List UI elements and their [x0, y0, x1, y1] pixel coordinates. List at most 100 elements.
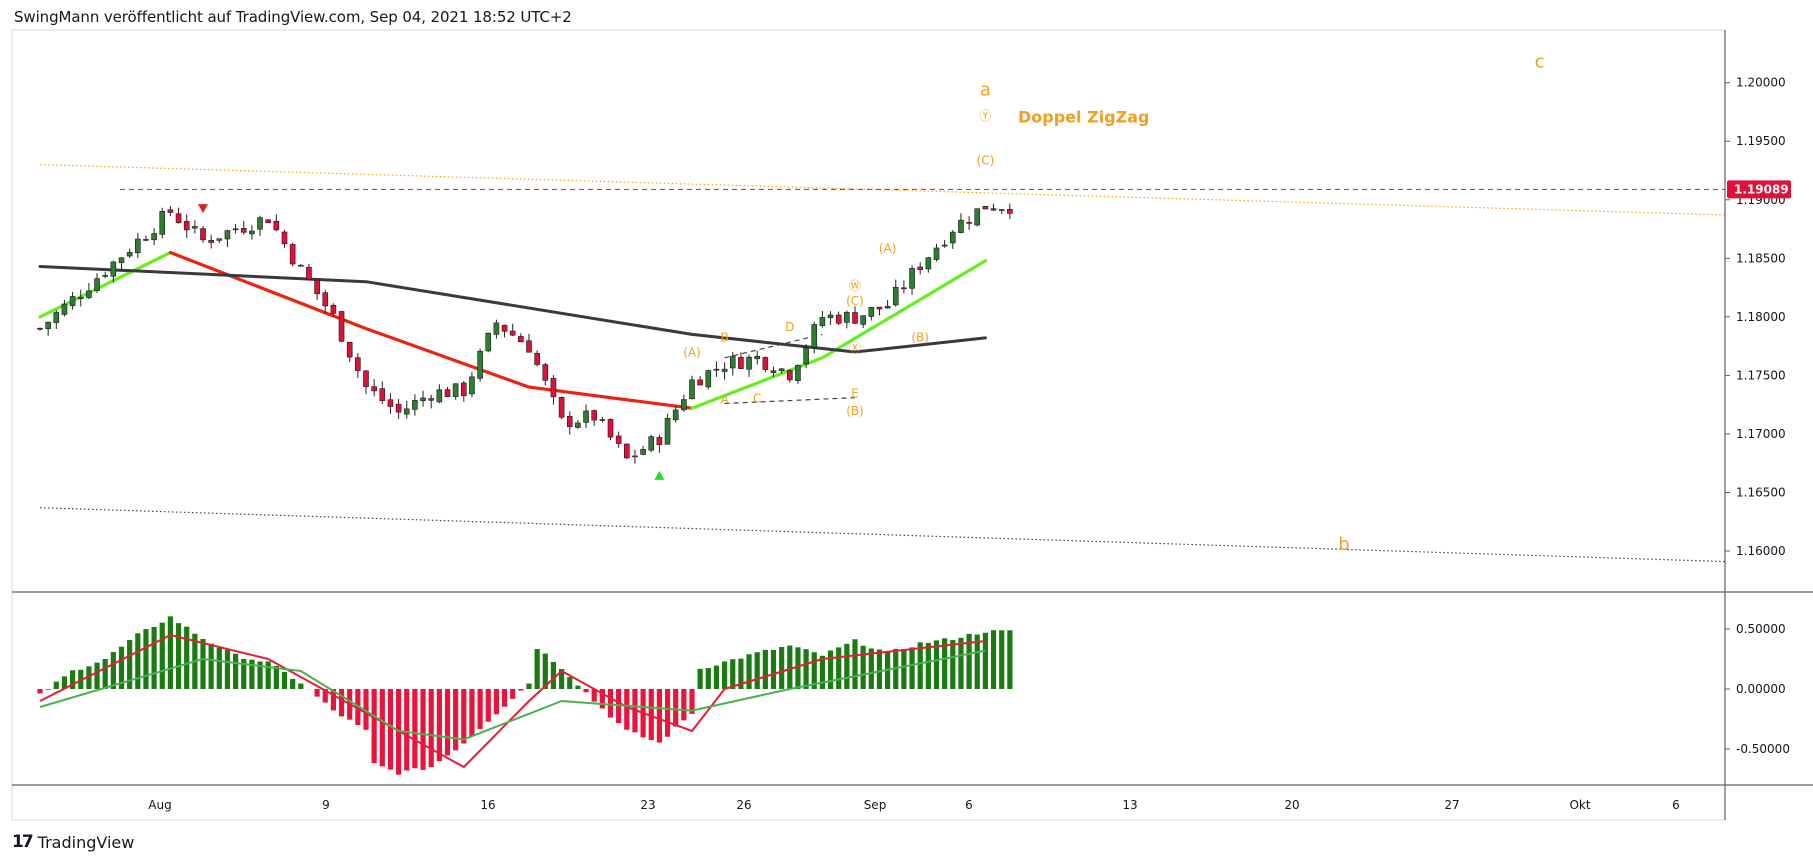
- candle[interactable]: [697, 379, 703, 386]
- macd-bar[interactable]: [175, 623, 182, 689]
- macd-bar[interactable]: [958, 637, 964, 689]
- candle[interactable]: [811, 324, 818, 348]
- macd-bar[interactable]: [461, 689, 467, 744]
- candle[interactable]: [501, 324, 508, 332]
- candle[interactable]: [509, 330, 516, 336]
- macd-bar[interactable]: [713, 665, 720, 689]
- macd-bar[interactable]: [526, 683, 532, 689]
- macd-bar[interactable]: [779, 647, 785, 689]
- macd-bar[interactable]: [648, 689, 654, 740]
- macd-bar[interactable]: [135, 633, 141, 689]
- macd-bar[interactable]: [722, 661, 728, 689]
- moving-average-line[interactable]: [38, 250, 172, 319]
- candle[interactable]: [322, 292, 329, 307]
- macd-bar[interactable]: [224, 649, 231, 689]
- trendline[interactable]: [724, 397, 856, 405]
- macd-bar[interactable]: [681, 689, 687, 721]
- candle[interactable]: [664, 417, 671, 445]
- candle[interactable]: [860, 315, 866, 325]
- candle[interactable]: [436, 389, 443, 403]
- candle[interactable]: [135, 238, 141, 254]
- macd-plot[interactable]: [37, 616, 1013, 775]
- candle[interactable]: [941, 244, 948, 247]
- macd-bar[interactable]: [990, 630, 997, 689]
- macd-bar[interactable]: [53, 681, 59, 689]
- macd-bar[interactable]: [61, 676, 68, 689]
- candle[interactable]: [835, 314, 842, 324]
- price-axis[interactable]: 1.200001.195001.190001.185001.180001.175…: [1725, 76, 1791, 558]
- candle[interactable]: [982, 206, 989, 210]
- macd-bar[interactable]: [982, 632, 988, 689]
- candle[interactable]: [118, 257, 125, 263]
- macd-bar[interactable]: [338, 689, 345, 717]
- macd-bar[interactable]: [143, 629, 149, 689]
- macd-bar[interactable]: [45, 689, 51, 690]
- candle[interactable]: [77, 296, 84, 299]
- macd-bar[interactable]: [689, 689, 695, 714]
- candle[interactable]: [485, 332, 492, 352]
- candle[interactable]: [412, 400, 418, 410]
- candle[interactable]: [363, 370, 369, 387]
- candle[interactable]: [689, 379, 695, 400]
- macd-bar[interactable]: [575, 685, 581, 689]
- candle[interactable]: [542, 364, 549, 381]
- candle[interactable]: [159, 211, 166, 235]
- macd-bar[interactable]: [265, 661, 271, 689]
- candle[interactable]: [371, 386, 377, 392]
- candle[interactable]: [265, 219, 272, 224]
- candle[interactable]: [192, 226, 198, 229]
- candle[interactable]: [167, 209, 174, 213]
- candle[interactable]: [852, 312, 858, 324]
- macd-bar[interactable]: [151, 626, 157, 689]
- macd-bar[interactable]: [314, 689, 320, 697]
- macd-bar[interactable]: [428, 689, 434, 768]
- macd-bar[interactable]: [974, 634, 980, 689]
- macd-line[interactable]: [39, 649, 986, 741]
- macd-bar[interactable]: [876, 649, 883, 689]
- candle[interactable]: [281, 231, 288, 245]
- macd-bar[interactable]: [705, 668, 711, 689]
- macd-bar[interactable]: [298, 683, 304, 689]
- macd-bar[interactable]: [379, 689, 385, 767]
- macd-bar[interactable]: [730, 659, 736, 689]
- macd-bar[interactable]: [102, 658, 108, 689]
- macd-bar[interactable]: [118, 646, 125, 689]
- macd-bar[interactable]: [811, 652, 817, 689]
- macd-bar[interactable]: [852, 639, 858, 689]
- macd-bar[interactable]: [159, 622, 165, 689]
- candle[interactable]: [591, 410, 598, 421]
- candle[interactable]: [208, 240, 214, 243]
- candle[interactable]: [249, 230, 255, 235]
- candle[interactable]: [933, 247, 940, 260]
- candle[interactable]: [183, 221, 190, 231]
- candle[interactable]: [876, 306, 883, 310]
- moving-average-line[interactable]: [168, 250, 694, 410]
- price-plot[interactable]: aⓎ Doppel ZigZag(C)cb(A)Ⓦ(C)Ⓧ(B)(A)BDA C E(…: [37, 51, 1726, 563]
- macd-bar[interactable]: [94, 662, 100, 689]
- macd-bar[interactable]: [550, 661, 557, 689]
- macd-bar[interactable]: [477, 689, 483, 729]
- macd-line[interactable]: [39, 634, 986, 768]
- candle[interactable]: [297, 264, 304, 267]
- macd-bar[interactable]: [925, 642, 931, 689]
- candle[interactable]: [786, 370, 793, 381]
- macd-bar[interactable]: [950, 640, 956, 689]
- macd-bar[interactable]: [233, 653, 239, 689]
- candle[interactable]: [958, 219, 964, 233]
- candle[interactable]: [762, 357, 769, 370]
- macd-bar[interactable]: [200, 639, 206, 689]
- candle[interactable]: [632, 455, 638, 458]
- candle[interactable]: [94, 278, 100, 291]
- macd-bar[interactable]: [1007, 630, 1013, 689]
- candle[interactable]: [990, 208, 997, 211]
- candle[interactable]: [526, 340, 532, 353]
- macd-bar[interactable]: [184, 626, 190, 689]
- macd-bar[interactable]: [167, 616, 173, 689]
- macd-bar[interactable]: [607, 689, 614, 718]
- candle[interactable]: [803, 347, 809, 365]
- candle[interactable]: [143, 239, 149, 241]
- candle[interactable]: [550, 377, 557, 398]
- candle[interactable]: [672, 409, 679, 421]
- candle[interactable]: [534, 352, 540, 365]
